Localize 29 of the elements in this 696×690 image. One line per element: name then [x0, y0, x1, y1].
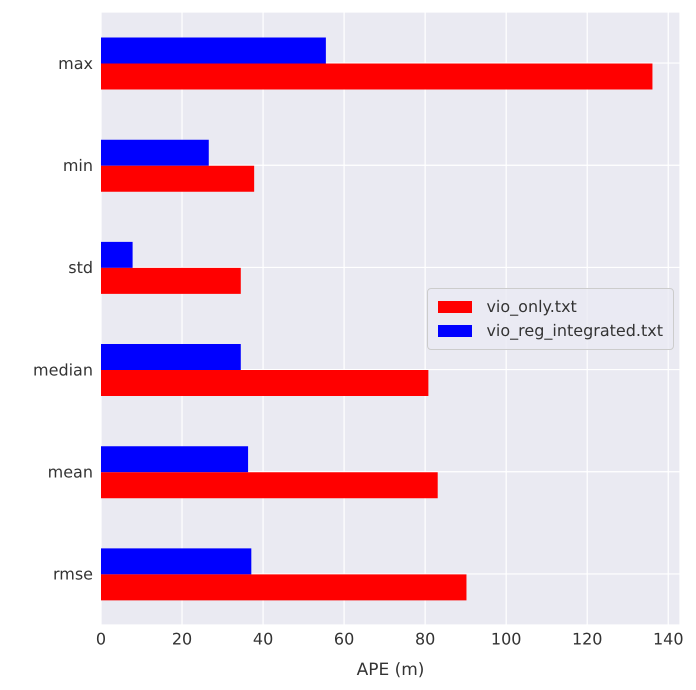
y-tick-label: rmse: [52, 564, 93, 584]
bar: [101, 268, 241, 294]
x-tick-label: 80: [414, 629, 436, 648]
bar: [101, 140, 209, 166]
bar: [101, 472, 438, 498]
bar: [101, 446, 248, 472]
y-tick-label: median: [33, 360, 93, 380]
x-tick-label: 60: [334, 629, 354, 648]
legend-label: vio_only.txt: [486, 296, 577, 318]
bar: [101, 38, 326, 64]
y-tick-label: max: [58, 54, 93, 73]
bar: [101, 166, 254, 192]
x-tick-label: 140: [652, 629, 684, 648]
x-tick-label: 100: [490, 629, 522, 648]
bar: [101, 574, 466, 600]
x-tick-label: 20: [172, 629, 192, 648]
bar: [101, 344, 241, 370]
bar: [101, 242, 133, 268]
x-tick-label: 40: [252, 629, 274, 648]
legend-label: vio_reg_integrated.txt: [486, 320, 663, 342]
bar: [101, 548, 252, 574]
y-tick-label: min: [62, 156, 93, 175]
y-tick-label: mean: [48, 462, 93, 482]
x-axis-title: APE (m): [356, 660, 424, 680]
x-tick-label: 0: [96, 629, 106, 648]
x-tick-label: 120: [572, 629, 602, 648]
bar: [101, 370, 428, 396]
y-tick-label: std: [68, 258, 93, 278]
bar: [101, 64, 652, 90]
